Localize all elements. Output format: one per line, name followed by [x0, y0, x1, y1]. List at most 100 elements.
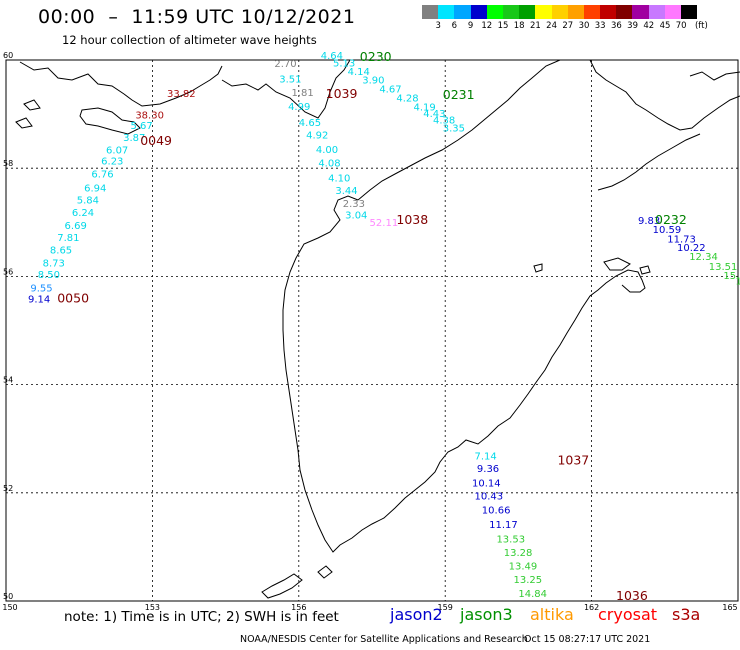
- east-coast-2: [597, 133, 701, 191]
- wave-height-point: 4.43: [423, 109, 445, 120]
- legend-label: 36: [610, 21, 622, 31]
- coastline: [15, 59, 740, 599]
- wave-height-point: 7.81: [57, 233, 79, 244]
- pass-time-label: 0230: [360, 49, 392, 64]
- wave-height-point: 33.82: [167, 89, 196, 100]
- wave-height-point: 3.04: [345, 211, 367, 222]
- legend-swatch: [583, 5, 601, 19]
- koryak-coast: [357, 59, 561, 201]
- wave-height-point: 13: [736, 277, 740, 288]
- legend-swatch: [486, 5, 503, 19]
- legend-label: 45: [659, 21, 671, 31]
- legend-swatch: [470, 5, 487, 19]
- legend-label: 12: [481, 21, 493, 31]
- longitude-tick-label: 165: [722, 603, 737, 612]
- legend-label: 24: [546, 21, 558, 31]
- legend-swatch: [454, 5, 471, 19]
- legend-label: 70: [675, 21, 687, 31]
- wave-height-point: 6.23: [101, 156, 123, 167]
- wave-height-point: 10.59: [653, 225, 682, 236]
- wave-height-point: 10.14: [472, 478, 501, 489]
- wave-height-point: 6.24: [72, 208, 94, 219]
- wave-height-point: 4.92: [306, 130, 328, 141]
- wave-height-point: 13.53: [496, 535, 525, 546]
- wave-height-point: 8.65: [50, 246, 72, 257]
- wave-height-point: 10.66: [482, 505, 511, 516]
- pass-time-label: 1039: [326, 86, 358, 101]
- longitude-tick-label: 156: [291, 603, 306, 612]
- wave-height-point: 4.08: [318, 159, 340, 170]
- lat-lon-grid: [5, 59, 739, 602]
- wave-height-point: 6.69: [65, 221, 87, 232]
- credit-text: NOAA/NESDIS Center for Satellite Applica…: [240, 634, 528, 645]
- island-nw: [23, 99, 41, 111]
- wave-height-point: 5.13: [333, 58, 355, 69]
- satellite-s3a: s3a: [672, 605, 701, 624]
- map-subtitle: 12 hour collection of altimeter wave hei…: [62, 33, 317, 47]
- wave-height-point: 4.64: [321, 51, 343, 62]
- pass-time-label: 1036: [616, 588, 648, 603]
- wave-height-point: 8.50: [38, 270, 60, 281]
- wave-height-point: 12.34: [689, 252, 718, 263]
- wave-height-point: 14.84: [518, 589, 547, 600]
- wave-height-point: 9.55: [30, 284, 52, 295]
- wave-height-point: 6.07: [106, 146, 128, 157]
- kamchatka-coast: [282, 195, 646, 553]
- wave-height-point: 3.87: [123, 133, 145, 144]
- latitude-tick-label: 52: [3, 484, 13, 493]
- pass-time-label: 0049: [140, 133, 172, 148]
- generated-timestamp: Oct 15 08:27:17 UTC 2021: [524, 634, 651, 645]
- legend-label: 18: [513, 21, 525, 31]
- longitude-tick-label: 159: [438, 603, 453, 612]
- legend-label: 21: [529, 21, 541, 31]
- legend-label: 15: [497, 21, 509, 31]
- legend-label: 42: [643, 21, 655, 31]
- legend-swatch: [535, 5, 552, 19]
- legend-label: 3: [435, 21, 441, 31]
- wave-height-point: 4.38: [433, 115, 455, 126]
- wave-height-point: 4.67: [379, 84, 401, 95]
- wave-height-point: 3.90: [362, 75, 384, 86]
- legend-label: 27: [562, 21, 574, 31]
- wave-height-point: 3.51: [279, 75, 301, 86]
- latitude-tick-label: 58: [3, 159, 13, 168]
- wave-height-point: 13.25: [514, 575, 543, 586]
- wave-height-point: 11.73: [667, 234, 696, 245]
- wave-height-point: 13.51: [709, 262, 738, 273]
- satellite-jason3: jason3: [460, 605, 513, 624]
- legend-swatch: [551, 5, 568, 19]
- latitude-tick-label: 50: [3, 592, 13, 601]
- wave-height-point: 4.10: [328, 174, 350, 185]
- map-frame: [5, 59, 739, 602]
- east-islands: [689, 71, 740, 81]
- wave-height-point: 4.65: [299, 118, 321, 129]
- wave-height-point: 10.43: [474, 491, 503, 502]
- wave-height-point: 15.58: [723, 271, 740, 282]
- satellite-jason2: jason2: [390, 605, 443, 624]
- footer-note: note: 1) Time is in UTC; 2) SWH is in fe…: [64, 609, 339, 625]
- wave-height-point: 4.14: [348, 67, 370, 78]
- legend-label: 30: [578, 21, 590, 31]
- wave-height-point: 6.76: [91, 169, 113, 180]
- wave-height-point: 6.94: [84, 183, 106, 194]
- map-title: 00:00 – 11:59 UTC 10/12/2021: [38, 6, 356, 28]
- island-w1: [15, 117, 33, 129]
- legend-label: 39: [627, 21, 639, 31]
- axis-tick-labels: 150 153 156 159 162 165 60 58 56 54 52 50: [2, 51, 737, 612]
- wave-height-point: 13.49: [509, 562, 538, 573]
- color-legend-labels: 3 6 9 12 15 18 21 24 27 30 33 36 39 42 45 70 (ft): [422, 21, 740, 33]
- legend-swatch: [567, 5, 584, 19]
- latitude-tick-label: 56: [3, 267, 13, 276]
- pass-time-label: 1038: [396, 212, 428, 227]
- wave-height-point: 7.14: [474, 451, 496, 462]
- wave-height-point: 13.28: [504, 548, 533, 559]
- wave-height-point: 5.84: [77, 195, 99, 206]
- latitude-tick-label: 60: [3, 51, 13, 60]
- legend-swatch: [681, 5, 698, 19]
- okhotsk-north-coast: [19, 59, 351, 119]
- wave-height-point: 8.73: [43, 259, 65, 270]
- color-legend: [422, 5, 698, 19]
- wave-height-point: 38.30: [135, 110, 164, 121]
- legend-swatch: [519, 5, 536, 19]
- pass-labels: 0230 0231 1039 0049 1038 0232 0050 1037 1036: [57, 49, 687, 603]
